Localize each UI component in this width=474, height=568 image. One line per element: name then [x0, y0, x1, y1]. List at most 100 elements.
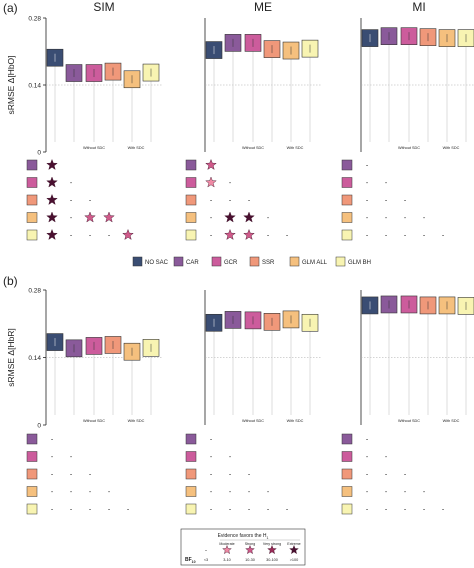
bf-dash: - — [267, 233, 270, 240]
bf-dash: - — [248, 507, 251, 514]
bf-dash: - — [89, 507, 92, 514]
bf-dash: - — [366, 215, 369, 222]
bf-star — [84, 211, 96, 223]
group-label-without-sdc: Without SDC — [398, 419, 420, 423]
bf-star — [46, 176, 58, 188]
bf-dash: - — [70, 507, 73, 514]
bf-dash: - — [205, 548, 207, 554]
subplot-2: Without SDC With SDC — [204, 290, 321, 425]
bf-star — [224, 211, 236, 223]
bf-axis-label: BF10 — [185, 557, 196, 564]
panel-a: (a) sRMSE Δ[HbO] SIM 0 0.14 0.28 Without SDC Wi… — [3, 0, 474, 241]
bf-dash: - — [267, 489, 270, 496]
bf-star — [46, 228, 58, 240]
bf-legend-star — [222, 544, 232, 555]
bf-dash: - — [366, 437, 369, 444]
bf-dash: - — [229, 180, 232, 187]
legend-swatch — [211, 256, 222, 267]
bf-row-swatch — [26, 486, 38, 497]
bf-dash: - — [366, 454, 369, 461]
bf-dash: - — [89, 489, 92, 496]
bf-row-swatch — [185, 468, 197, 480]
bf-dash: - — [248, 489, 251, 496]
bf-table-2: - - - - - - - - - — [185, 158, 289, 241]
bf-dash: - — [210, 437, 213, 444]
bf-row-swatch — [341, 159, 353, 171]
bf-star — [205, 158, 217, 170]
subplot-title: ME — [254, 0, 272, 14]
bf-dash: - — [385, 198, 388, 205]
bf-range-label: 3-10 — [223, 558, 231, 562]
bf-dash: - — [210, 215, 213, 222]
bf-range-label: 30-100 — [266, 558, 278, 562]
bf-dash: - — [70, 233, 73, 240]
bf-dash: - — [423, 233, 426, 240]
bf-row-swatch — [185, 451, 197, 462]
bf-row-swatch — [185, 212, 197, 223]
bf-row-swatch — [341, 212, 353, 223]
bf-dash: - — [70, 198, 73, 205]
y-axis-label: sRMSE Δ[HbO] — [6, 55, 16, 114]
bf-dash: - — [108, 507, 111, 514]
bf-dash: - — [442, 507, 445, 514]
bf-dash: - — [210, 489, 213, 496]
y-tick-label: 0.28 — [28, 16, 41, 23]
legend-label: GLM BH — [348, 260, 371, 266]
bf-row-swatch — [185, 177, 197, 188]
bf-star — [205, 176, 217, 188]
bf-category-label: Very strong — [263, 542, 281, 546]
bf-row-swatch — [341, 433, 353, 445]
subplot-3: Without SDC With SDC — [360, 290, 474, 425]
subplot-title: MI — [412, 0, 425, 14]
bf-category-label: Moderate — [219, 542, 234, 546]
bf-dash: - — [366, 489, 369, 496]
bf-row-swatch — [26, 503, 38, 515]
bf-row-swatch — [341, 451, 353, 462]
bf-row-swatch — [26, 177, 38, 188]
group-label-without-sdc: Without SDC — [83, 146, 105, 150]
bf-dash: - — [385, 472, 388, 479]
legend-label: CAR — [186, 260, 199, 266]
bf-dash: - — [51, 507, 54, 514]
bf-category-label: Strong — [245, 542, 256, 546]
bf-legend-star — [267, 544, 277, 555]
bf-dash: - — [229, 472, 232, 479]
bf-row-swatch — [341, 194, 353, 206]
bf-legend-star — [289, 544, 299, 555]
legend-swatch — [132, 256, 143, 267]
panel-label: (a) — [3, 1, 18, 15]
bf-row-swatch — [341, 503, 353, 515]
y-tick-label: 0.28 — [28, 288, 41, 295]
bf-row-swatch — [26, 468, 38, 480]
bf-dash: - — [267, 215, 270, 222]
bf-dash: - — [229, 454, 232, 461]
bf-dash: - — [210, 454, 213, 461]
bf-dash: - — [366, 233, 369, 240]
y-tick-label: 0 — [37, 150, 41, 157]
bf-dash: - — [385, 233, 388, 240]
bf-legend-star — [245, 544, 255, 555]
subplot-1: SIM 0 0.14 0.28 Without SDC With SDC — [28, 0, 162, 157]
bf-range-label: 10-30 — [245, 558, 255, 562]
bf-table-3: - - - - - - - - - - - - - - - — [341, 159, 445, 241]
bf-dash: - — [248, 472, 251, 479]
bf-star — [224, 228, 236, 240]
y-tick-label: 0.14 — [28, 355, 41, 362]
bf-dash: - — [267, 507, 270, 514]
subplot-2: ME Without SDC With SDC — [204, 0, 321, 152]
bf-dash: - — [404, 507, 407, 514]
bf-dash: - — [423, 489, 426, 496]
bf-dash: - — [127, 507, 130, 514]
bf-dash: - — [51, 437, 54, 444]
bf-dash: - — [210, 198, 213, 205]
bf-dash: - — [442, 233, 445, 240]
bf-row-swatch — [185, 486, 197, 497]
bf-row-swatch — [341, 468, 353, 480]
group-label-with-sdc: With SDC — [287, 419, 304, 423]
bf-dash: - — [423, 215, 426, 222]
panel-label: (b) — [3, 274, 18, 288]
bf-legend-frame — [180, 528, 306, 566]
bf-table-3: - - - - - - - - - - - - - - - — [341, 433, 445, 515]
bf-dash: - — [89, 472, 92, 479]
bf-dash: - — [404, 472, 407, 479]
